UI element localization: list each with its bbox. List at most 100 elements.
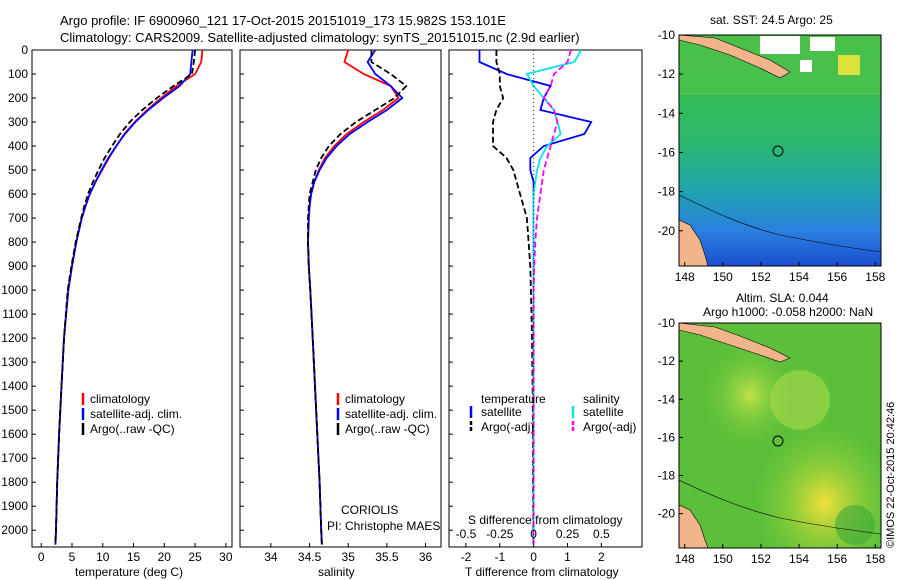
map-x-tick-label: 156: [827, 552, 847, 566]
legend-label: Argo(-adj): [583, 420, 636, 434]
legend-header-temperature: temperature: [481, 392, 546, 406]
map-y-tick-label: -14: [658, 392, 676, 406]
map-y-tick-label: -18: [658, 185, 676, 199]
depth-tick-label: 1800: [1, 475, 28, 489]
temperature-xlabel: temperature (deg C): [75, 565, 183, 579]
depth-tick-label: 200: [8, 91, 28, 105]
legend-label: satellite-adj. clim.: [90, 407, 182, 421]
s-tick-label: -0.25: [486, 527, 514, 541]
depth-tick-label: 100: [8, 67, 28, 81]
map-y-tick-label: -20: [658, 507, 676, 521]
map-y-tick-label: -20: [658, 224, 676, 238]
map-x-tick-label: 152: [751, 552, 771, 566]
difference-panel: [448, 49, 643, 548]
s-tick-label: 0.5: [593, 527, 610, 541]
series-line-climatology: [54, 49, 204, 545]
sst-map-title: sat. SST: 24.5 Argo: 25: [710, 13, 833, 27]
s-difference-label: S difference from climatology: [468, 513, 623, 527]
x-tick-label: 0: [530, 550, 537, 564]
sla-reef-contour: [679, 479, 881, 535]
map-y-tick-label: -12: [658, 67, 676, 81]
depth-tick-label: 1400: [1, 379, 28, 393]
map-x-tick-label: 158: [865, 552, 885, 566]
sla-land-australia: [679, 504, 709, 548]
difference-xlabel: T difference from climatology: [465, 565, 619, 579]
x-tick-label: 34.5: [298, 550, 322, 564]
series-line-salinity-satellite: [525, 49, 582, 545]
map-x-tick-label: 148: [675, 552, 695, 566]
x-tick-label: 20: [158, 550, 172, 564]
depth-tick-label: 1300: [1, 355, 28, 369]
s-tick-label: 0.25: [556, 527, 580, 541]
x-tick-label: 15: [127, 550, 141, 564]
sst-map: [679, 35, 881, 266]
depth-tick-label: 600: [8, 187, 28, 201]
map-y-tick-label: -16: [658, 430, 676, 444]
series-line-salinity-argo-adj-: [532, 49, 572, 545]
x-tick-label: 10: [96, 550, 110, 564]
legend-label: Argo(-adj): [481, 420, 534, 434]
argo-location-marker: [772, 435, 784, 447]
depth-tick-label: 0: [21, 43, 28, 57]
salinity-legend: climatology satellite-adj. clim. Argo(..…: [336, 392, 437, 436]
legend-label: satellite-adj. clim.: [345, 407, 437, 421]
x-tick-label: 25: [188, 550, 202, 564]
depth-tick-label: 1600: [1, 427, 28, 441]
title-line-2: Climatology: CARS2009. Satellite-adjuste…: [60, 30, 580, 45]
sla-land-png: [679, 323, 791, 363]
sla-map-title-2: Argo h1000: -0.058 h2000: NaN: [703, 305, 873, 319]
series-line-satellite-adj-clim-: [307, 49, 404, 545]
map-y-tick-label: -16: [658, 145, 676, 159]
sla-warm-3: [770, 370, 830, 430]
x-tick-label: 35.5: [375, 550, 399, 564]
sst-warm-patch: [838, 55, 860, 75]
imos-credit: ©IMOS 22-Oct-2015 20:42:46: [885, 402, 897, 548]
legend-label: climatology: [345, 392, 405, 406]
map-x-tick-label: 154: [789, 552, 809, 566]
depth-tick-label: 1900: [1, 499, 28, 513]
annotation-coriolis: CORIOLIS: [341, 503, 398, 517]
sst-cloud-1: [760, 36, 800, 54]
annotation-pi: PI: Christophe MAES: [327, 519, 440, 533]
temperature-legend: climatology satellite-adj. clim. Argo(..…: [81, 392, 182, 436]
sst-land-australia: [679, 219, 709, 266]
sst-cloud-2: [810, 37, 835, 51]
depth-tick-label: 1000: [1, 283, 28, 297]
x-tick-label: -1: [494, 550, 505, 564]
x-tick-label: 2: [598, 550, 605, 564]
x-tick-label: 5: [69, 550, 76, 564]
x-tick-label: 36: [419, 550, 433, 564]
difference-legend: temperature salinity satellite Argo(-adj…: [469, 392, 636, 434]
sla-map-title-1: Altim. SLA: 0.044: [736, 291, 829, 305]
depth-tick-label: 1100: [2, 307, 28, 321]
series-line-argo-raw-qc-: [54, 49, 196, 545]
series-line-argo-raw-qc-: [307, 50, 408, 545]
legend-label: satellite: [583, 405, 624, 419]
sst-land-png: [679, 35, 791, 79]
sla-map-frame: [678, 322, 882, 549]
depth-tick-label: 1700: [1, 451, 28, 465]
legend-header-salinity: salinity: [583, 392, 620, 406]
sst-cloud-3: [800, 60, 812, 72]
map-x-tick-label: 158: [865, 270, 885, 284]
title-line-1: Argo profile: IF 6900960_121 17-Oct-2015…: [60, 13, 506, 28]
map-x-tick-label: 150: [713, 552, 733, 566]
argo-location-marker: [772, 145, 784, 157]
salinity-panel: [239, 49, 442, 548]
depth-tick-label: 2000: [1, 523, 28, 537]
legend-label: Argo(..raw -QC): [345, 422, 430, 436]
map-x-tick-label: 148: [675, 270, 695, 284]
depth-tick-label: 700: [8, 211, 28, 225]
x-tick-label: 1: [564, 550, 571, 564]
sla-map: [679, 323, 881, 548]
map-x-tick-label: 150: [713, 270, 733, 284]
legend-label: climatology: [90, 392, 150, 406]
map-y-tick-label: -12: [658, 354, 676, 368]
x-tick-label: -2: [461, 550, 472, 564]
map-x-tick-label: 154: [789, 270, 809, 284]
depth-tick-label: 300: [8, 115, 28, 129]
series-line-satellite-adj-clim-: [54, 49, 194, 545]
map-x-tick-label: 156: [827, 270, 847, 284]
depth-tick-label: 800: [8, 235, 28, 249]
